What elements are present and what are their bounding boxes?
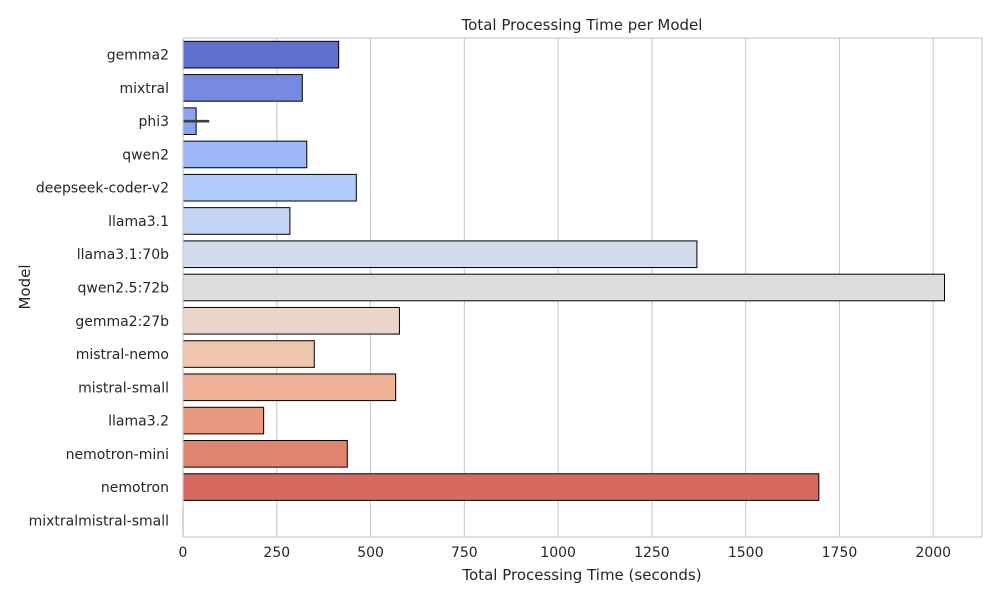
bar-layer xyxy=(182,40,945,534)
plot-frame xyxy=(182,37,983,538)
x-tick-label: 2000 xyxy=(915,545,951,561)
bar xyxy=(182,240,698,269)
x-tick-label: 1500 xyxy=(728,545,764,561)
y-tick-label: mistral-small xyxy=(78,380,169,396)
bar xyxy=(182,473,820,501)
x-axis-title: Total Processing Time (seconds) xyxy=(461,566,701,584)
y-tick-label: nemotron xyxy=(101,480,169,496)
bar xyxy=(182,207,291,235)
chart-title: Total Processing Time per Model xyxy=(461,16,703,34)
y-tick-label: nemotron-mini xyxy=(66,447,169,463)
y-tick-label: mistral-nemo xyxy=(76,347,169,363)
y-axis-title: Model xyxy=(16,264,34,309)
bar xyxy=(182,406,265,435)
x-tick-label: 1000 xyxy=(540,545,576,561)
y-tick-label: mixtral xyxy=(119,81,169,97)
y-tick-label: deepseek-coder-v2 xyxy=(36,181,169,197)
bar xyxy=(182,74,303,102)
x-tick-label: 1750 xyxy=(822,545,858,561)
x-tick-label: 250 xyxy=(263,545,290,561)
y-tick-label: gemma2:27b xyxy=(75,314,169,330)
bar xyxy=(182,373,397,402)
bar xyxy=(182,173,357,202)
bar xyxy=(182,40,340,69)
y-tick-label: qwen2.5:72b xyxy=(77,281,169,297)
y-tick-label: mixtralmistral-small xyxy=(29,513,169,529)
bar xyxy=(182,273,945,302)
x-tick-label: 500 xyxy=(357,545,384,561)
y-tick-label: llama3.1:70b xyxy=(77,247,169,263)
axis-layer: 0 250 500 750 1000 1250 1500 1750 2000 gemma2 mixt… xyxy=(29,48,951,561)
x-tick-label: 1250 xyxy=(634,545,670,561)
y-tick-label: gemma2 xyxy=(107,48,169,64)
x-tick-label: 750 xyxy=(451,545,478,561)
bar xyxy=(182,140,308,169)
bar xyxy=(182,340,315,368)
bar xyxy=(182,440,348,468)
y-tick-label: qwen2 xyxy=(122,147,169,163)
y-tick-label: phi3 xyxy=(138,114,169,130)
y-tick-label: llama3.2 xyxy=(108,414,169,430)
x-tick-label: 0 xyxy=(179,545,188,561)
bar xyxy=(182,306,400,335)
y-tick-label: llama3.1 xyxy=(108,214,169,230)
